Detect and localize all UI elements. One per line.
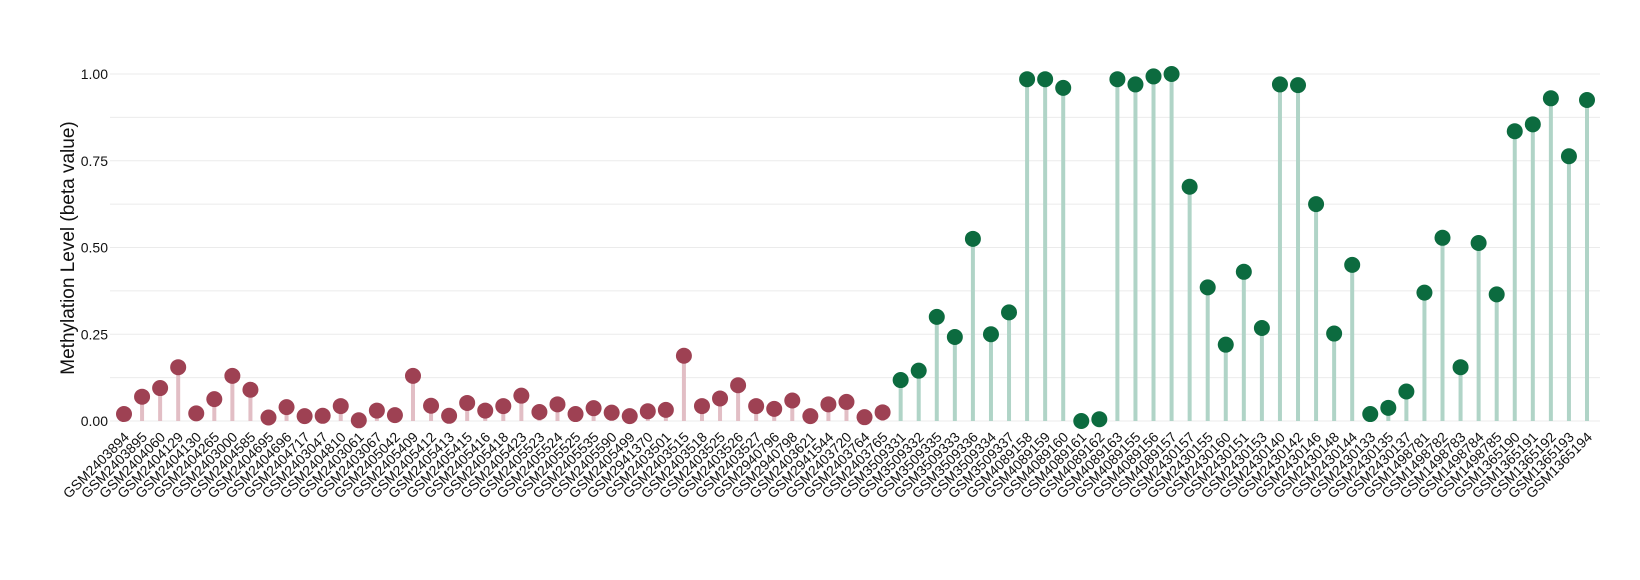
- point-GSM2430148: [1326, 325, 1343, 342]
- point-GSM2403765: [874, 404, 891, 421]
- point-GSM2404129: [170, 359, 187, 376]
- point-GSM2404130: [188, 405, 205, 422]
- point-GSM2403895: [134, 388, 151, 405]
- point-GSM4089160: [1055, 79, 1072, 96]
- point-GSM3509334: [982, 326, 999, 343]
- y-tick-labels: 0.00 0.25 0.50 0.75 1.00: [81, 66, 108, 429]
- point-GSM3509336: [964, 230, 981, 247]
- point-GSM2403527: [748, 398, 765, 415]
- point-GSM2430153: [1253, 320, 1270, 337]
- point-GSM2430140: [1271, 76, 1288, 93]
- point-GSM2405524: [549, 396, 566, 413]
- point-GSM2405415: [459, 394, 476, 411]
- y-tick-label: 0.75: [81, 153, 108, 169]
- point-GSM2405418: [495, 398, 512, 415]
- x-tick-labels: GSM2403894GSM2403895GSM2404060GSM2404129…: [60, 429, 1596, 502]
- y-tick-label: 1.00: [81, 66, 108, 82]
- point-GSM2430157: [1181, 178, 1198, 195]
- point-GSM1498785: [1488, 286, 1505, 303]
- point-GSM3509331: [892, 372, 909, 389]
- point-GSM2403894: [116, 406, 132, 423]
- point-GSM3509333: [946, 329, 963, 346]
- point-GSM2405523: [531, 403, 548, 420]
- y-tick-label: 0.50: [81, 240, 108, 256]
- point-GSM2430151: [1235, 263, 1252, 280]
- y-tick-label: 0.25: [81, 326, 108, 342]
- points: [116, 66, 1595, 429]
- point-GSM2403000: [224, 367, 241, 384]
- point-GSM2430146: [1308, 196, 1325, 213]
- point-GSM2940796: [766, 400, 783, 417]
- grid-lines: [110, 73, 1600, 422]
- point-GSM4089163: [1109, 71, 1126, 88]
- point-GSM2430133: [1362, 406, 1379, 423]
- point-GSM1498783: [1452, 359, 1469, 376]
- point-GSM2430155: [1199, 279, 1216, 296]
- point-GSM2404060: [152, 380, 169, 397]
- y-tick-label: 0.00: [81, 413, 108, 429]
- point-GSM2403764: [856, 409, 873, 426]
- point-GSM3509335: [928, 308, 945, 325]
- point-GSM2404695: [260, 409, 277, 426]
- stems: [122, 74, 1589, 421]
- point-GSM2403525: [712, 390, 729, 407]
- point-GSM1365191: [1524, 116, 1541, 133]
- point-GSM2404717: [296, 408, 313, 425]
- point-GSM2430137: [1398, 383, 1415, 400]
- point-GSM2430135: [1380, 399, 1397, 416]
- point-GSM4089159: [1037, 71, 1054, 88]
- point-GSM2403526: [730, 377, 747, 394]
- point-GSM2941544: [820, 396, 837, 413]
- point-GSM2404585: [242, 381, 259, 398]
- y-axis-title: Methylation Level (beta value): [58, 121, 79, 374]
- point-GSM2405409: [404, 367, 421, 384]
- point-GSM1365190: [1506, 123, 1523, 140]
- point-GSM2405499: [621, 408, 638, 425]
- point-GSM4089161: [1073, 413, 1090, 429]
- point-GSM2403720: [838, 393, 855, 410]
- point-GSM2405535: [585, 400, 602, 417]
- point-GSM4089158: [1019, 71, 1036, 88]
- point-GSM4089155: [1127, 76, 1144, 93]
- point-GSM2405525: [567, 406, 584, 423]
- point-GSM2405423: [513, 387, 530, 404]
- point-GSM1365192: [1542, 90, 1559, 107]
- point-GSM2430144: [1344, 256, 1361, 273]
- point-GSM4089162: [1091, 411, 1108, 428]
- point-GSM1365193: [1560, 148, 1577, 165]
- point-GSM2403047: [314, 407, 331, 424]
- point-GSM2404265: [206, 391, 223, 408]
- point-GSM1498781: [1416, 284, 1433, 301]
- point-GSM2403515: [675, 347, 692, 364]
- point-GSM2403501: [657, 401, 674, 418]
- point-GSM3509337: [1001, 304, 1018, 321]
- point-GSM4089156: [1145, 68, 1162, 85]
- point-GSM2940798: [784, 392, 801, 409]
- point-GSM2941370: [639, 403, 656, 420]
- point-GSM2404696: [278, 399, 295, 416]
- point-GSM2403621: [802, 408, 819, 425]
- point-GSM2405590: [603, 404, 620, 421]
- point-GSM1498782: [1434, 229, 1451, 246]
- point-GSM2404810: [332, 398, 349, 415]
- point-GSM2430160: [1217, 336, 1234, 353]
- point-GSM3509332: [910, 362, 927, 379]
- point-GSM2403061: [350, 412, 367, 429]
- point-GSM1498784: [1470, 234, 1487, 251]
- point-GSM2405042: [386, 407, 403, 424]
- point-GSM2403518: [693, 398, 710, 415]
- point-GSM2430142: [1290, 77, 1307, 94]
- point-GSM2403067: [368, 402, 385, 419]
- point-GSM4089157: [1163, 66, 1180, 82]
- point-GSM1365194: [1579, 92, 1595, 109]
- point-GSM2405416: [477, 402, 494, 419]
- point-GSM2405412: [423, 397, 440, 414]
- point-GSM2405413: [441, 407, 458, 424]
